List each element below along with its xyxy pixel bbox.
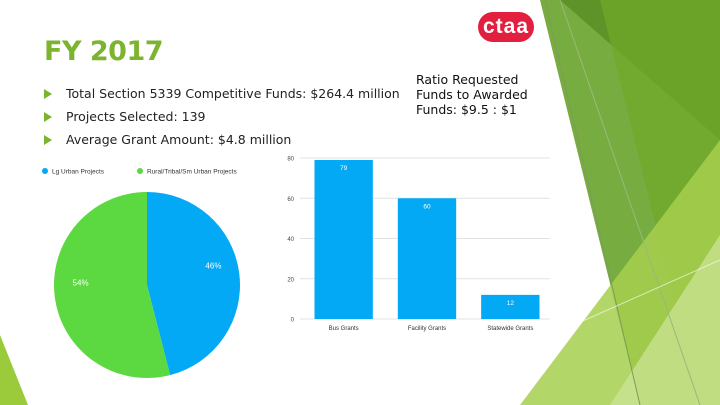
pie-chart: Lg Urban Projects Rural/Tribal/Sm Urban P…: [42, 168, 240, 378]
bullet-text: Average Grant Amount: $4.8 million: [66, 132, 292, 147]
deco-line-1: [544, 0, 641, 405]
bar-y-tick-label: 0: [291, 318, 295, 324]
bar-y-tick-label: 60: [287, 197, 294, 203]
bar-y-tick-label: 80: [287, 157, 294, 163]
deco-line-3: [539, 259, 720, 341]
bar-category-label: Facility Grants: [408, 326, 446, 332]
pie-legend-swatch: [42, 168, 48, 174]
bar-category-label: Statewide Grants: [487, 326, 533, 332]
bullet-arrow-icon: [44, 135, 52, 145]
ctaa-logo: ctaa: [478, 12, 534, 42]
ratio-text: Ratio Requested Funds to Awarded Funds: …: [416, 72, 528, 117]
bullet-item: Projects Selected: 139: [44, 108, 400, 131]
logo-text: ctaa: [482, 15, 530, 38]
bullet-item: Total Section 5339 Competitive Funds: $2…: [44, 85, 400, 108]
deco-line-2: [559, 0, 701, 405]
bar-y-tick-label: 40: [287, 237, 294, 243]
bullet-arrow-icon: [44, 112, 52, 122]
bullet-list: Total Section 5339 Competitive Funds: $2…: [44, 85, 400, 154]
slide-title: FY 2017: [44, 36, 164, 67]
pie-slice: [147, 192, 240, 376]
bar-mark: [314, 160, 373, 319]
pie-slice-label: 54%: [73, 278, 89, 287]
bullet-text: Projects Selected: 139: [66, 109, 206, 124]
bullet-text: Total Section 5339 Competitive Funds: $2…: [66, 86, 400, 101]
pie-slice: [53, 192, 171, 378]
bar-value-label: 79: [340, 165, 348, 172]
bullet-arrow-icon: [44, 89, 52, 99]
logo-pill: [478, 12, 534, 42]
logo-shape: [478, 12, 534, 42]
pie-legend-label: Rural/Tribal/Sm Urban Projects: [147, 169, 237, 176]
bar-mark: [481, 294, 540, 319]
pie-legend-swatch: [137, 168, 143, 174]
bar-mark: [397, 198, 457, 319]
right-bottom-light: [610, 235, 720, 405]
pie-legend-label: Lg Urban Projects: [52, 169, 105, 176]
bar-category-label: Bus Grants: [329, 326, 359, 332]
pie-slice-label: 46%: [205, 262, 221, 271]
bar-value-label: 60: [423, 203, 431, 210]
left-corner-shape: [0, 335, 28, 405]
bullet-item: Average Grant Amount: $4.8 million: [44, 131, 400, 154]
bar-value-label: 12: [507, 300, 515, 307]
bar-chart: 0 20 40 60 80 79 Bus Grants 60 Facility Grants 12…: [287, 157, 550, 332]
bar-y-tick-label: 20: [287, 277, 294, 283]
